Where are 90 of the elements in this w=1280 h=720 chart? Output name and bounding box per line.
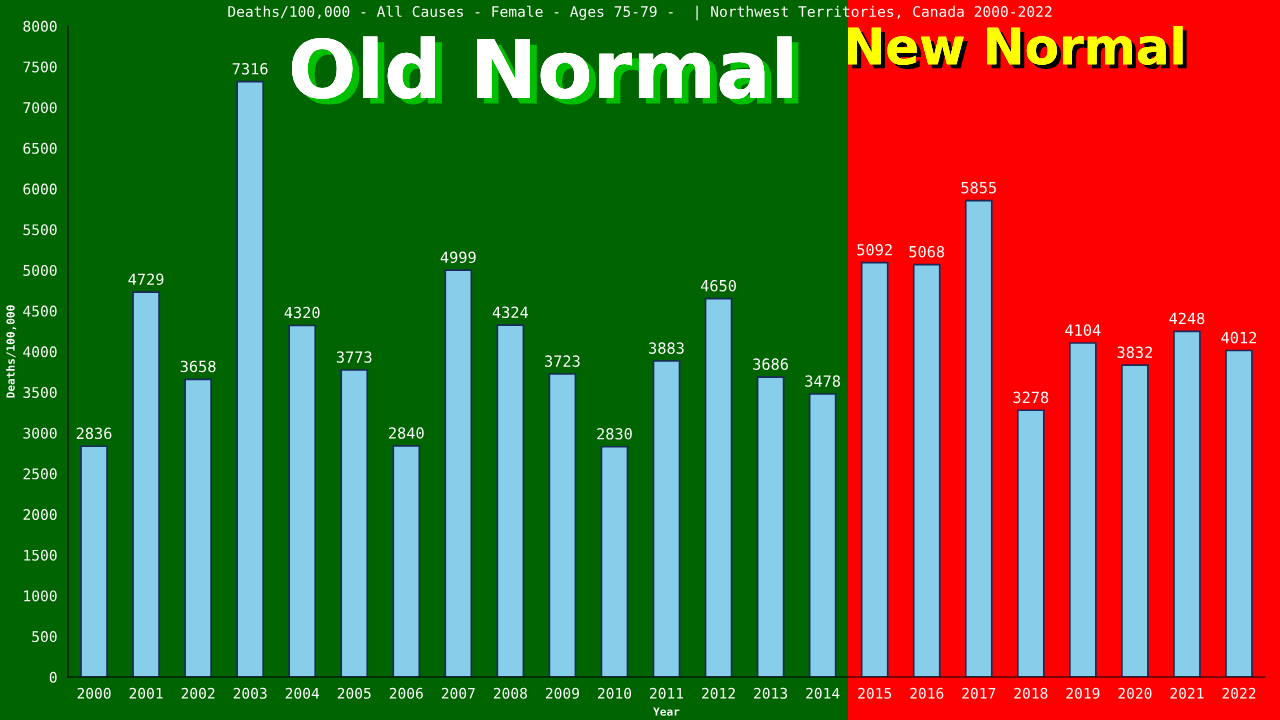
bar [860,261,889,677]
x-tick-label: 2002 [181,687,215,699]
bar [184,378,212,677]
y-tick-label: 4500 [23,305,57,317]
x-tick-label: 2001 [129,687,163,699]
bar [1069,342,1097,677]
x-tick-label: 2014 [806,687,840,699]
bar [964,199,993,677]
bar [652,360,681,677]
data-label: 4324 [492,306,529,319]
x-tick-label: 2007 [441,687,475,699]
y-tick-label: 8000 [23,20,57,32]
x-tick-label: 2016 [910,687,944,699]
x-tick-label: 2005 [337,687,371,699]
data-label: 3832 [1117,346,1152,359]
y-tick-label: 7500 [23,61,57,73]
data-label: 4248 [1169,312,1205,325]
bar [80,445,108,677]
x-tick-label: 2004 [285,687,320,699]
x-tick-label: 2008 [493,687,527,699]
x-tick-label: 2012 [702,687,735,699]
x-tick-label: 2010 [597,687,632,699]
bar [496,324,525,677]
y-axis-title: Deaths/100,000 [6,305,17,398]
data-label: 2830 [597,428,632,440]
band-label: New Normal [848,26,1187,70]
y-tick-label: 5000 [23,264,57,276]
data-label: 3773 [336,351,372,363]
y-tick-label: 5500 [23,224,57,236]
data-label: 3658 [180,360,216,373]
bar [600,445,629,677]
bar [548,373,577,677]
x-tick-label: 2017 [962,687,996,699]
data-label: 5092 [857,243,892,256]
data-label: 4650 [700,279,736,292]
y-tick-label: 500 [32,631,57,643]
y-tick-label: 7000 [23,102,57,114]
data-label: 7316 [232,62,268,75]
bar [912,263,941,677]
x-tick-label: 2006 [389,687,423,699]
bar [1173,330,1201,677]
band-label: Old Normal [292,36,799,105]
y-tick-label: 4000 [23,346,57,358]
x-axis-title: Year [653,707,680,716]
data-label: 3278 [1013,391,1049,404]
data-label: 3686 [753,358,788,370]
data-label: 3883 [649,342,684,354]
x-tick-label: 2021 [1170,687,1204,699]
y-tick-label: 1500 [24,549,57,561]
y-tick-label: 2000 [23,509,57,521]
data-label: 4012 [1221,331,1257,344]
bar [756,376,785,677]
y-tick-label: 2500 [23,468,57,480]
x-tick-label: 2015 [858,687,892,699]
bar [704,297,733,677]
x-tick-label: 2000 [77,687,111,699]
data-label: 4320 [284,306,320,319]
y-tick-label: 3500 [23,386,57,398]
data-label: 4999 [440,251,476,264]
y-tick-label: 6000 [23,183,57,195]
bar [808,393,837,677]
y-tick-label: 0 [49,671,57,683]
data-label: 3723 [545,355,580,367]
data-label: 2836 [76,427,112,440]
bar [1225,349,1253,677]
data-label: 2840 [389,427,424,439]
x-tick-label: 2018 [1014,687,1048,699]
bar [392,445,421,677]
bar [444,269,473,677]
bar [340,369,369,677]
data-label: 5855 [961,181,996,194]
data-label: 3478 [805,375,841,387]
bar [1121,364,1149,677]
data-label: 4729 [128,273,164,286]
bar [288,324,317,677]
bar [132,291,160,677]
y-tick-label: 3000 [23,427,57,439]
x-tick-label: 2020 [1118,687,1152,699]
x-tick-label: 2009 [545,687,579,699]
bar [1016,409,1045,677]
y-tick-label: 6500 [23,142,57,154]
x-tick-label: 2003 [233,687,267,699]
x-tick-label: 2013 [754,687,788,699]
bar [236,80,264,677]
x-tick-label: 2011 [650,687,684,699]
y-tick-label: 1000 [24,590,57,602]
data-label: 5068 [909,245,945,258]
x-tick-label: 2022 [1222,687,1256,699]
data-label: 4104 [1065,324,1101,336]
x-tick-label: 2019 [1066,687,1100,699]
